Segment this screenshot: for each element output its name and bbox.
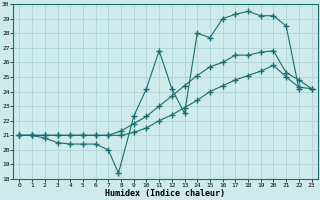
X-axis label: Humidex (Indice chaleur): Humidex (Indice chaleur) [106, 189, 226, 198]
